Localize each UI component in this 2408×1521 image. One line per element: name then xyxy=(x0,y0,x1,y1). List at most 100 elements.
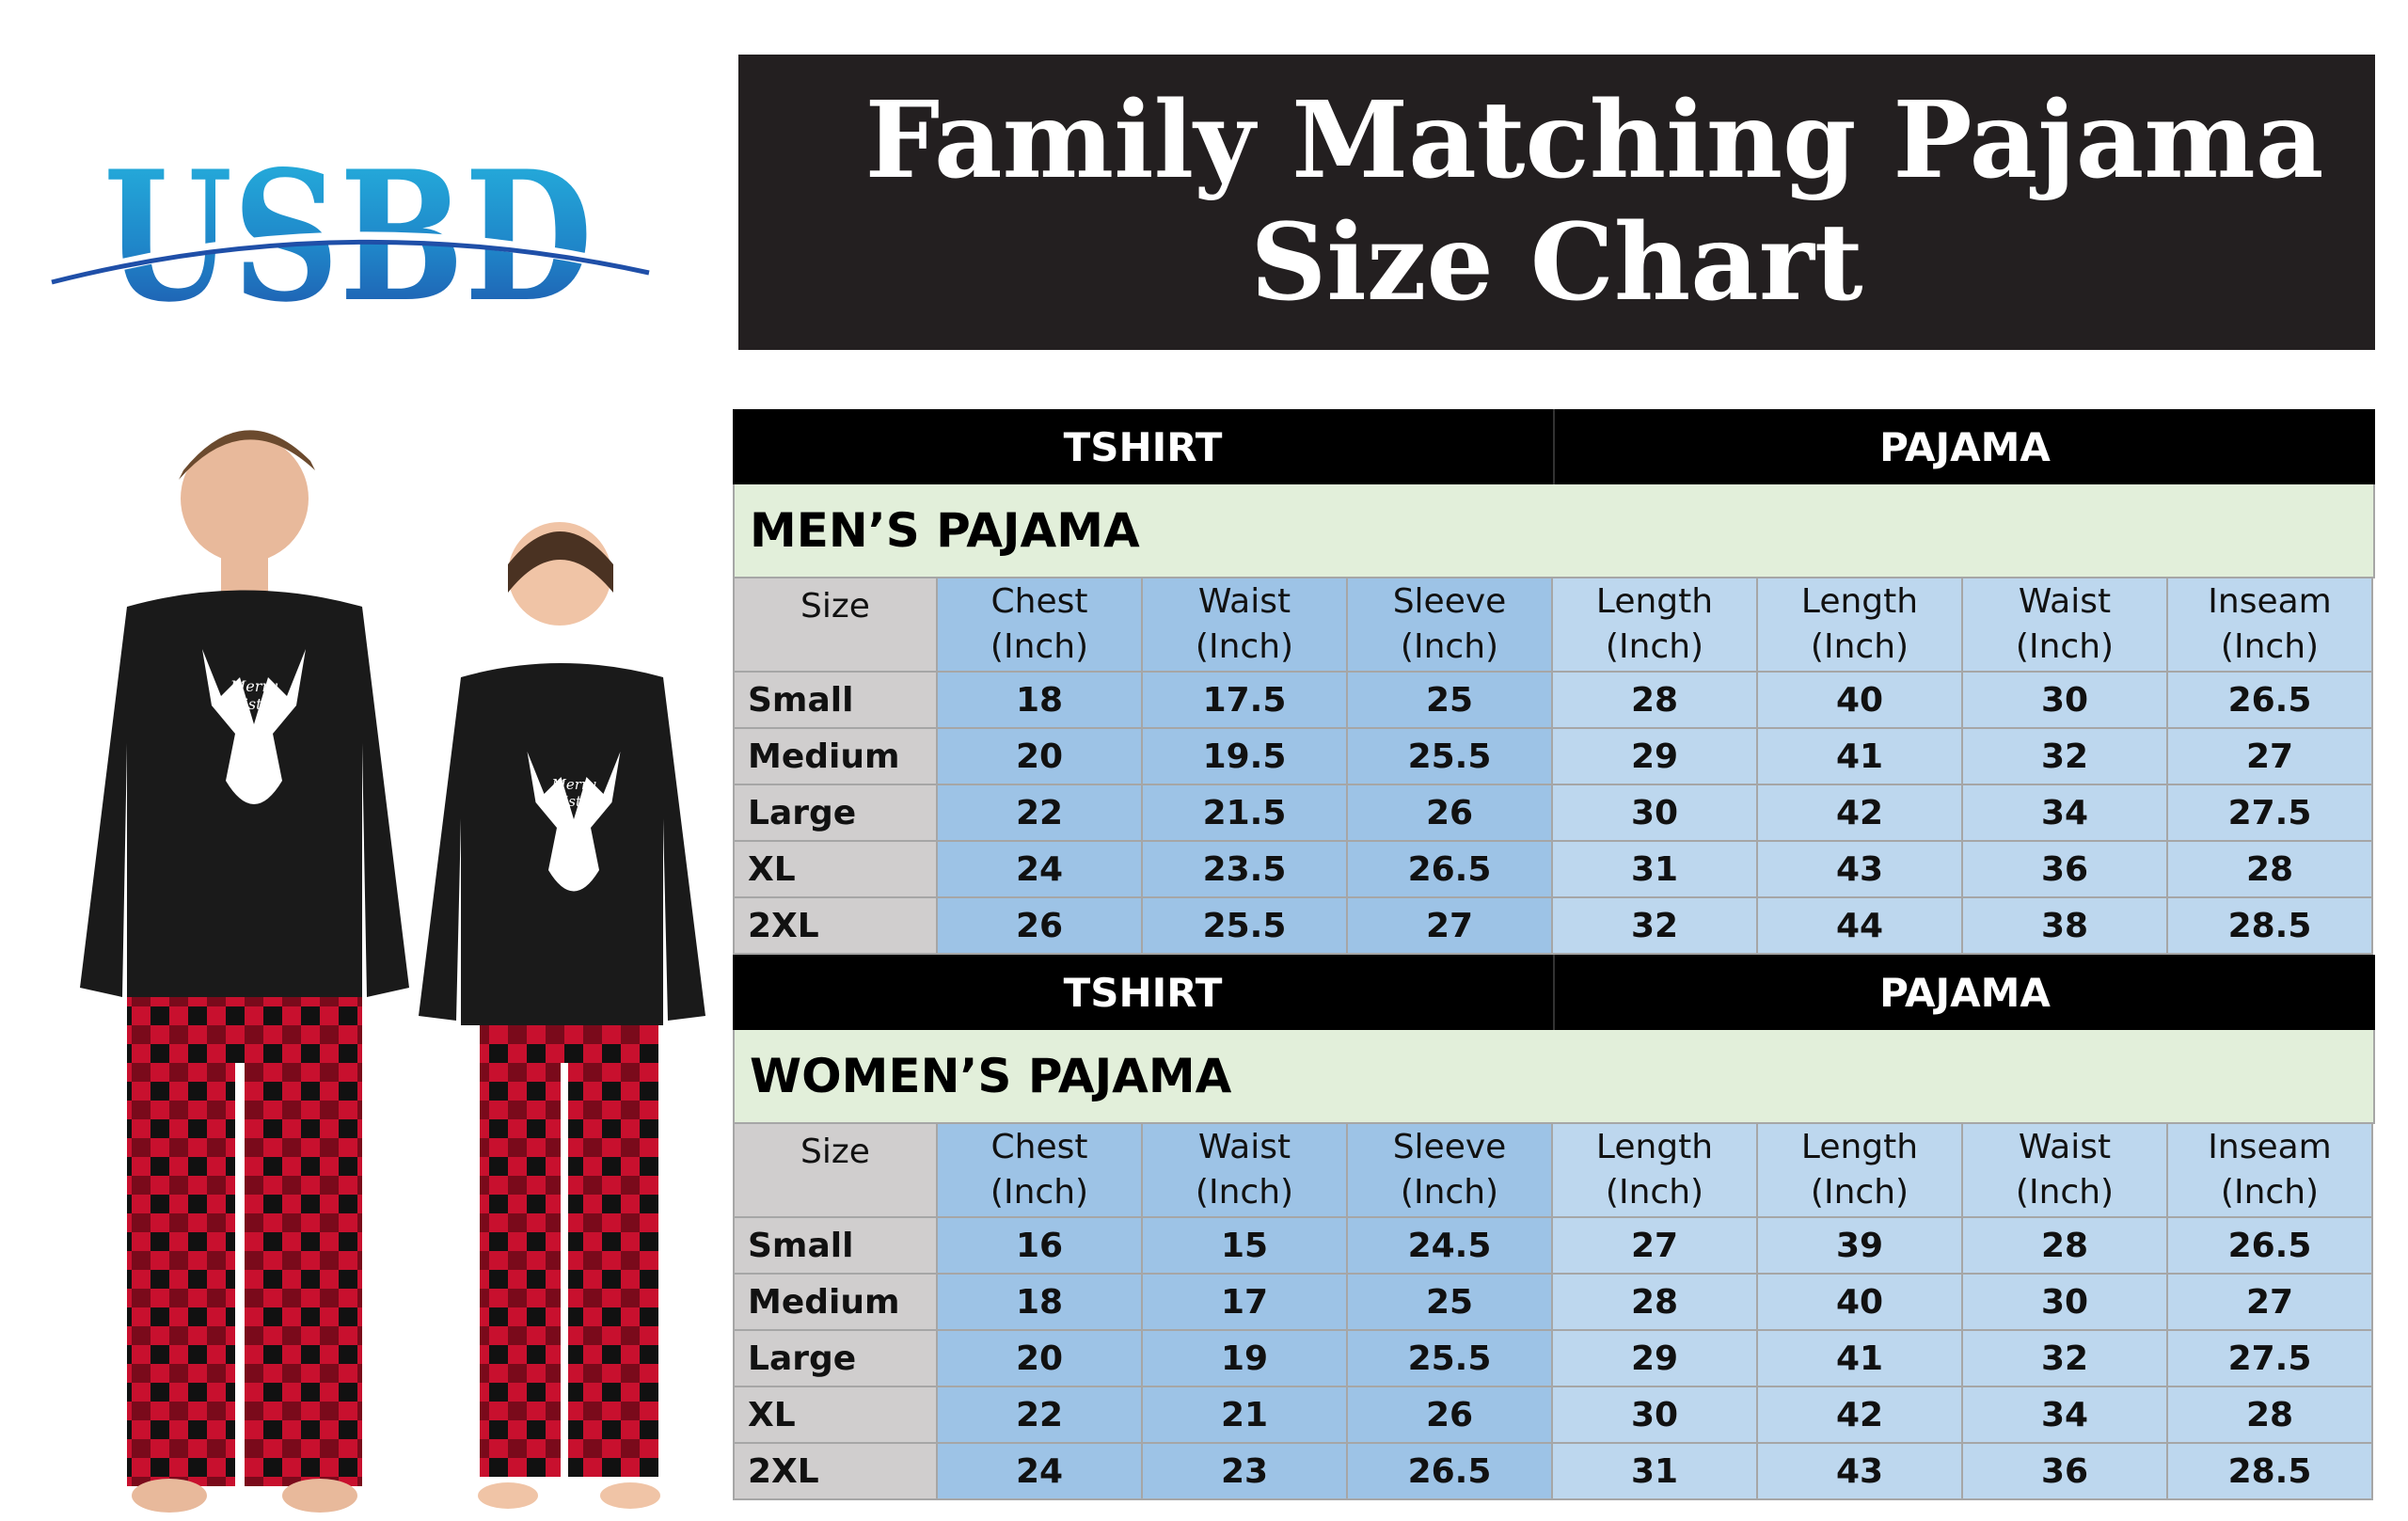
measurement-cell: 34 xyxy=(1963,785,2168,842)
column-header-unit: (Inch) xyxy=(2220,627,2320,666)
column-header-unit: (Inch) xyxy=(2015,1173,2115,1212)
column-header-label: Inseam xyxy=(2208,582,2332,621)
size-label-cell: Small xyxy=(733,673,938,729)
measurement-cell: 28 xyxy=(1553,1275,1758,1331)
measurement-cell: 42 xyxy=(1758,1387,1963,1444)
column-header-label: Chest xyxy=(990,1128,1088,1166)
column-header-label: Inseam xyxy=(2208,1128,2332,1166)
column-header-label: Length xyxy=(1595,1128,1714,1166)
column-header: Chest (Inch) xyxy=(938,578,1143,673)
measurement-cell: 38 xyxy=(1963,898,2168,955)
tshirt-group-label: TSHIRT xyxy=(1063,969,1223,1016)
column-header-label: Length xyxy=(1800,1128,1919,1166)
measurement-cell: 21.5 xyxy=(1143,785,1348,842)
measurement-cell: 19.5 xyxy=(1143,729,1348,785)
table-row: Medium 18 17 25 28 40 30 27 xyxy=(733,1275,2375,1331)
measurement-cell: 22 xyxy=(938,1387,1143,1444)
tshirt-group-label: TSHIRT xyxy=(1063,423,1223,470)
column-header-row: Size Chest (Inch) Waist (Inch) Sleeve (Inch) Le… xyxy=(733,578,2375,673)
measurement-cell: 28 xyxy=(1553,673,1758,729)
column-header: Waist (Inch) xyxy=(1143,578,1348,673)
table-row: Large 22 21.5 26 30 42 34 27.5 xyxy=(733,785,2375,842)
column-header: Chest (Inch) xyxy=(938,1124,1143,1218)
column-header-label: Waist xyxy=(2018,1128,2112,1166)
column-header-unit: (Inch) xyxy=(1400,627,1499,666)
table-row: Medium 20 19.5 25.5 29 41 32 27 xyxy=(733,729,2375,785)
pajama-group-label: PAJAMA xyxy=(1553,955,2375,1030)
measurement-cell: 20 xyxy=(938,1331,1143,1387)
measurement-cell: 27.5 xyxy=(2168,1331,2373,1387)
measurement-cell: 28 xyxy=(2168,842,2373,898)
column-header-label: Size xyxy=(800,587,870,626)
measurement-cell: 31 xyxy=(1553,842,1758,898)
size-label-cell: Medium xyxy=(733,1275,938,1331)
measurement-cell: 30 xyxy=(1553,785,1758,842)
column-header: Waist (Inch) xyxy=(1963,1124,2168,1218)
measurement-cell: 43 xyxy=(1758,1444,1963,1500)
size-label-cell: XL xyxy=(733,842,938,898)
measurement-cell: 30 xyxy=(1963,1275,2168,1331)
measurement-cell: 18 xyxy=(938,1275,1143,1331)
column-header: Length (Inch) xyxy=(1758,578,1963,673)
models-illustration xyxy=(80,430,705,1513)
title-line-2: Size Chart xyxy=(1250,201,1863,325)
measurement-cell: 36 xyxy=(1963,842,2168,898)
measurement-cell: 17.5 xyxy=(1143,673,1348,729)
measurement-cell: 25 xyxy=(1348,673,1553,729)
column-header-unit: (Inch) xyxy=(1605,1173,1704,1212)
measurement-cell: 19 xyxy=(1143,1331,1348,1387)
man-model xyxy=(80,430,409,1513)
column-header-row: Size Chest (Inch) Waist (Inch) Sleeve (Inch) Le… xyxy=(733,1124,2375,1218)
size-label-cell: Small xyxy=(733,1218,938,1275)
size-label-cell: Large xyxy=(733,1331,938,1387)
measurement-cell: 26 xyxy=(1348,785,1553,842)
measurement-cell: 28.5 xyxy=(2168,1444,2373,1500)
reindeer-print-man: Merry Christmas xyxy=(183,640,325,828)
measurement-cell: 25.5 xyxy=(1143,898,1348,955)
measurement-cell: 28 xyxy=(2168,1387,2373,1444)
measurement-cell: 26 xyxy=(938,898,1143,955)
column-header-unit: (Inch) xyxy=(2220,1173,2320,1212)
measurement-cell: 28.5 xyxy=(2168,898,2373,955)
measurement-cell: 27 xyxy=(2168,729,2373,785)
size-label-cell: XL xyxy=(733,1387,938,1444)
column-header: Waist (Inch) xyxy=(1143,1124,1348,1218)
measurement-cell: 29 xyxy=(1553,729,1758,785)
size-label-cell: Medium xyxy=(733,729,938,785)
svg-text:USBD: USBD xyxy=(103,141,593,320)
column-header-label: Waist xyxy=(2018,582,2112,621)
womens-rows: Small 16 15 24.5 27 39 28 26.5 Medium 18 17 25 28 40 3… xyxy=(733,1218,2375,1500)
column-header: Inseam (Inch) xyxy=(2168,578,2373,673)
measurement-cell: 44 xyxy=(1758,898,1963,955)
measurement-cell: 43 xyxy=(1758,842,1963,898)
column-header: Inseam (Inch) xyxy=(2168,1124,2373,1218)
column-header-unit: (Inch) xyxy=(990,1173,1089,1212)
measurement-cell: 32 xyxy=(1963,1331,2168,1387)
measurement-cell: 26.5 xyxy=(1348,1444,1553,1500)
measurement-cell: 26.5 xyxy=(1348,842,1553,898)
measurement-cell: 31 xyxy=(1553,1444,1758,1500)
measurement-cell: 40 xyxy=(1758,673,1963,729)
measurement-cell: 27 xyxy=(1553,1218,1758,1275)
measurement-cell: 32 xyxy=(1553,898,1758,955)
shirt-text-man: Merry Christmas xyxy=(214,677,293,713)
measurement-cell: 30 xyxy=(1553,1387,1758,1444)
shirt-text-woman: Merry Christmas xyxy=(537,776,610,810)
column-header: Size xyxy=(733,578,938,673)
measurement-cell: 42 xyxy=(1758,785,1963,842)
reindeer-print-woman: Merry Christmas xyxy=(508,743,640,912)
measurement-cell: 25.5 xyxy=(1348,729,1553,785)
group-header-row: TSHIRT PAJAMA xyxy=(733,409,2375,484)
pajama-group-label: PAJAMA xyxy=(1553,409,2375,484)
usbd-logo: USBD xyxy=(50,141,651,320)
column-header-label: Sleeve xyxy=(1392,582,1507,621)
measurement-cell: 24 xyxy=(938,842,1143,898)
column-header-label: Waist xyxy=(1197,1128,1291,1166)
measurement-cell: 34 xyxy=(1963,1387,2168,1444)
group-header-row: TSHIRT PAJAMA xyxy=(733,955,2375,1030)
column-header-unit: (Inch) xyxy=(1810,627,1909,666)
column-header-unit: (Inch) xyxy=(1195,627,1294,666)
table-row: 2XL 24 23 26.5 31 43 36 28.5 xyxy=(733,1444,2375,1500)
column-header-label: Length xyxy=(1595,582,1714,621)
size-label-cell: 2XL xyxy=(733,898,938,955)
